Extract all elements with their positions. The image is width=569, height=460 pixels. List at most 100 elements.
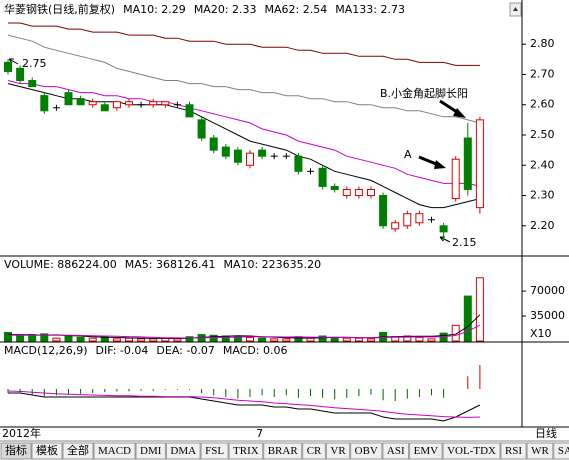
tab-box [442,442,501,460]
volume-bar [415,336,424,342]
tab-box [382,442,410,460]
legend-label: MA20: 2.33 [194,3,257,16]
tab[interactable]: CR [302,442,326,460]
candle-body [342,188,351,197]
y-tick-label: 70000 [530,284,565,297]
candle-body [439,225,448,233]
tab[interactable]: SAR [553,442,569,460]
legend-label: MA10: 2.29 [123,3,186,16]
tab[interactable]: BRAR [263,442,303,460]
candle-body [4,61,12,72]
tab[interactable]: FSL [200,442,229,460]
legend-label: DEA: -0.07 [156,344,214,357]
candle-body [233,149,242,163]
legend-label: MA5: 368126.41 [125,258,216,271]
volume-bar [451,324,460,342]
tab-box [93,442,136,460]
candle-body [367,188,375,197]
tab[interactable]: EMV [409,442,443,460]
period-button[interactable]: 日线 [535,426,557,440]
candle-body [112,101,121,109]
line [8,324,481,339]
tab-label: DMA [170,445,196,457]
tab-label: VR [330,445,346,457]
tab-box [526,442,554,460]
tab[interactable]: DMA [165,442,201,460]
volume-bar [330,336,339,342]
volume-bar [137,338,146,342]
volume-bar [4,331,12,342]
tab-box [0,442,32,460]
tab-box [228,442,264,460]
tab[interactable]: 模板 [31,442,63,460]
tab-label: ASI [387,445,405,457]
y-tick-label: 2.50 [530,128,555,141]
tab[interactable]: VOL-TDX [442,442,501,460]
candle-body [64,92,73,106]
volume-bar [342,337,351,342]
volume-bar [367,338,375,342]
candle-body [330,185,339,190]
legend-label: MACD: 0.06 [223,344,288,357]
tab[interactable]: WR [526,442,554,460]
y-tick-label: 35000 [530,309,565,322]
tab[interactable]: ASI [382,442,410,460]
volume-bar [52,337,61,342]
tab-label: 全部 [67,443,89,457]
volume-bar [40,333,49,342]
volume-bar [125,337,133,342]
volume-bar [246,336,254,342]
tab[interactable]: OBV [350,442,383,460]
legend-label: MA133: 2.73 [335,3,405,16]
tab-box [62,442,94,460]
y-tick-label: 2.80 [530,37,555,50]
tab-label: VOL-TDX [447,445,496,457]
candle-body [475,119,484,209]
candle-body [294,155,303,172]
candle-body [40,95,49,112]
candle-body [209,137,218,151]
y-tick-label: 2.30 [530,189,555,202]
legend-label: DIF: -0.04 [96,344,149,357]
candle-body [391,222,400,230]
tab-label: TRIX [233,445,259,457]
tab-box [302,442,326,460]
tab-label: BRAR [268,445,299,457]
tab-box [325,442,351,460]
candle-body [246,152,254,166]
tab[interactable]: DMI [135,442,166,460]
tab-box [263,442,303,460]
candle-body [100,104,109,112]
line [7,390,480,418]
tab[interactable]: RSI [500,442,527,460]
volume-bar [16,334,25,342]
tab[interactable]: TRIX [228,442,264,460]
annotation: A [404,148,412,161]
chart-title: 华菱钢铁(日线,前复权) [4,2,115,16]
volume-bar [282,338,291,342]
candle-body [451,158,460,200]
tab-label: 指标 [5,443,27,457]
volume-bar [258,337,267,342]
tab-box [165,442,201,460]
candle-body [318,167,327,187]
unit-label: X10 [530,327,552,340]
y-tick-label: 2.60 [530,98,555,111]
tab[interactable]: 全部 [62,442,94,460]
tab-box [200,442,229,460]
volume-bar [88,337,97,342]
tab-label: 模板 [36,443,58,457]
tab-label: EMV [414,445,439,457]
tab[interactable]: VR [325,442,351,460]
candle-body [185,104,194,118]
volume-bar [64,335,73,342]
line [7,34,481,124]
tab[interactable]: 指标 [0,442,32,460]
candle-body [197,119,206,139]
legend-label: MA10: 223635.20 [223,258,321,271]
tab-label: WR [531,445,549,457]
x-tick-label: 2012年 [2,426,41,440]
y-tick-label: 2.20 [530,219,555,232]
tab[interactable]: MACD [93,442,136,460]
